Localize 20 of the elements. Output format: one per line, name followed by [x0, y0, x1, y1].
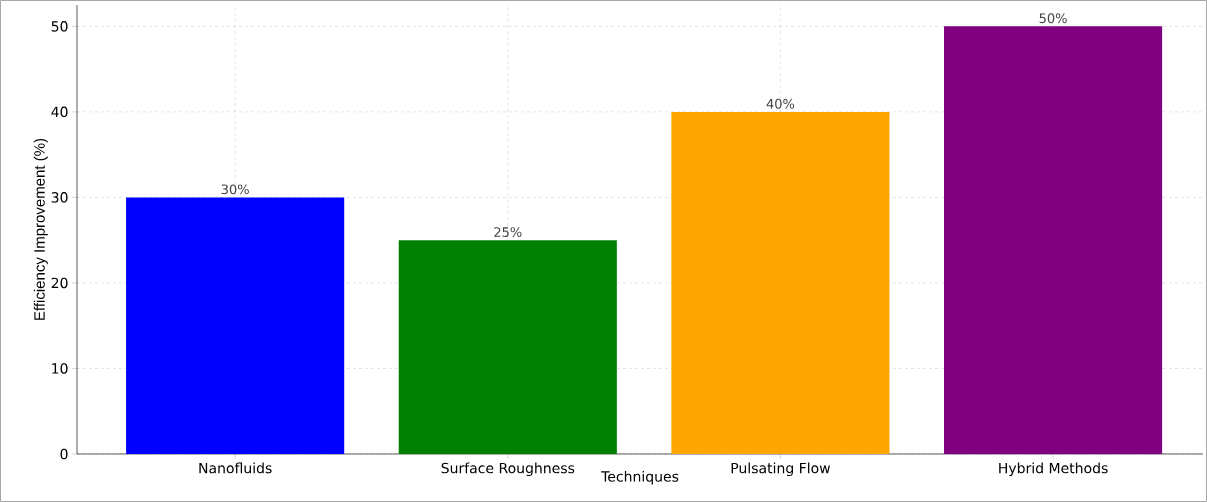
data-label: 40% — [766, 98, 795, 109]
bar — [944, 26, 1163, 454]
x-tick-label: Surface Roughness — [441, 462, 575, 477]
bar — [671, 111, 890, 454]
data-label: 25% — [494, 227, 522, 237]
bar — [126, 197, 345, 454]
bar — [398, 240, 617, 454]
y-tick-label: 10 — [52, 363, 68, 374]
x-tick-label: Pulsating Flow — [731, 462, 831, 477]
y-tick-label: 0 — [60, 448, 68, 460]
y-axis-title: Efficiency Improvement (%) — [33, 138, 48, 320]
x-tick-label: Hybrid Methods — [999, 462, 1108, 477]
data-label: 30% — [221, 184, 249, 195]
y-tick-label: 20 — [51, 277, 68, 289]
y-tick-label: 40 — [51, 106, 68, 118]
y-tick-label: 50 — [51, 21, 68, 32]
data-label: 50% — [1039, 13, 1067, 24]
y-tick-label: 30 — [51, 192, 68, 203]
x-tick-label: Nanofluids — [199, 462, 272, 474]
x-axis-title: Techniques — [601, 470, 679, 485]
